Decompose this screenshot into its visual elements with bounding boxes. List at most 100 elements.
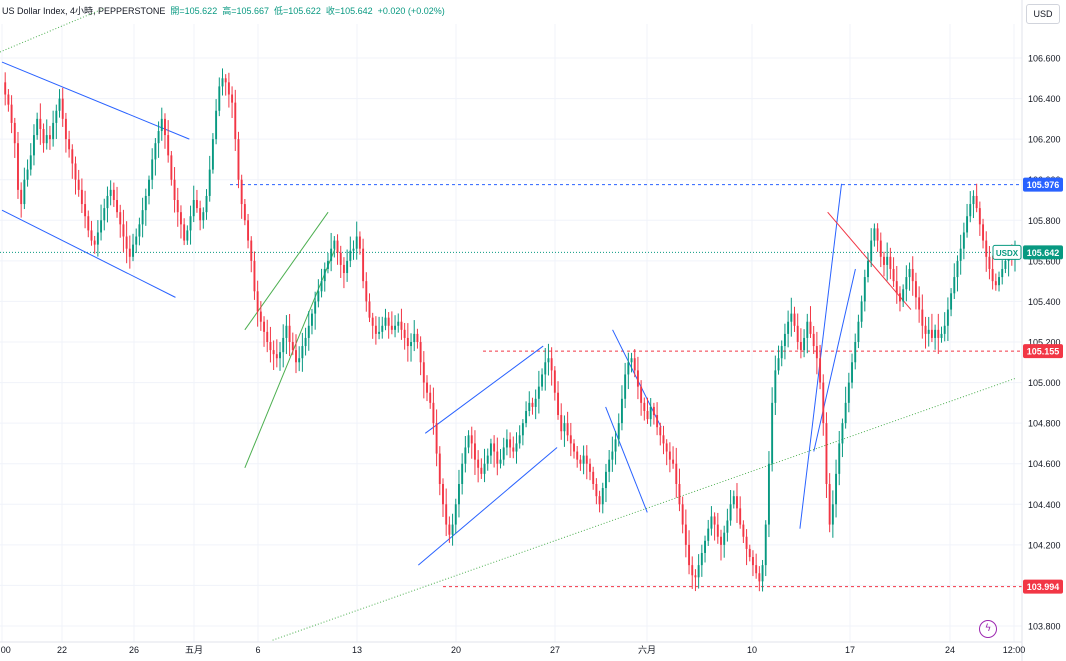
candle-body	[151, 159, 154, 180]
candle-body	[247, 220, 250, 241]
candle-body	[930, 329, 933, 338]
candle-body	[157, 131, 160, 144]
lightning-icon[interactable]: ϟ	[979, 620, 997, 638]
candle-body	[601, 488, 604, 505]
candle-body	[985, 240, 988, 257]
candle-body	[822, 382, 825, 424]
candle-body	[45, 135, 48, 144]
symbol-header: US Dollar Index, 4小時, PEPPERSTONE 開=105.…	[2, 4, 445, 18]
price-axis[interactable]: 106.600106.400106.200106.000105.800105.6…	[1021, 0, 1061, 661]
candle-body	[707, 528, 710, 541]
candle-body	[991, 268, 994, 282]
x-tick-label: 10	[747, 645, 757, 655]
candle-body	[100, 220, 103, 233]
candle-body	[547, 358, 550, 363]
trendline-flag-lower	[417, 447, 558, 566]
trendline-spike-lower	[813, 268, 856, 452]
candle-body	[128, 248, 131, 257]
currency-button[interactable]: USD	[1026, 4, 1060, 24]
x-tick-label: 12:00	[1003, 645, 1026, 655]
candle-body	[176, 200, 179, 213]
candle-body	[838, 443, 841, 474]
candle-body	[112, 189, 115, 200]
time-axis[interactable]: 1:00 22 26 五月 6 13 20 27 六月 10 17 24 12:00	[0, 641, 1026, 655]
candle-body	[553, 370, 556, 393]
candle-body	[36, 118, 39, 136]
candle-body	[272, 350, 275, 355]
candle-body	[362, 248, 365, 282]
candle-body	[116, 200, 118, 213]
candle-body	[879, 240, 882, 257]
candle-body	[422, 362, 425, 383]
candle-body	[806, 321, 809, 338]
candle-body	[844, 402, 847, 424]
y-tick-label: 105.200	[1028, 338, 1061, 348]
candle-body	[796, 325, 799, 342]
candle-body	[652, 406, 655, 416]
price-label-box	[1023, 245, 1063, 260]
candle-body	[84, 204, 87, 217]
candle-body	[263, 321, 265, 332]
x-tick-label: 22	[57, 645, 67, 655]
symbol-tag-box	[992, 244, 1022, 260]
candle-body	[371, 317, 374, 326]
candle-body	[400, 321, 403, 330]
candle-body	[847, 382, 850, 403]
candle-body	[464, 447, 467, 464]
y-tick-label: 106.600	[1028, 54, 1061, 64]
candle-body	[215, 110, 218, 140]
trendline-channel-lower	[1, 209, 176, 298]
candle-body	[889, 256, 892, 269]
candle-body	[962, 232, 965, 249]
candle-body	[416, 333, 419, 342]
candle-body	[742, 524, 745, 537]
candle-body	[266, 331, 269, 342]
candle-body	[358, 236, 361, 249]
candle-body	[90, 230, 93, 241]
candle-body	[787, 321, 790, 334]
candle-body	[301, 346, 304, 359]
grid	[0, 24, 1022, 642]
candle-body	[950, 293, 953, 310]
candle-body	[295, 350, 297, 363]
candle-body	[317, 291, 320, 302]
close-value: 收=105.642	[325, 6, 373, 16]
candle-body	[454, 504, 457, 525]
candle-body	[815, 346, 818, 359]
candle-body	[505, 439, 508, 448]
candle-body	[29, 155, 32, 170]
candle-body	[620, 398, 623, 424]
candle-body	[202, 212, 205, 221]
candle-body	[384, 317, 387, 326]
candle-body	[499, 459, 502, 464]
candle-body	[710, 516, 713, 529]
candle-body	[394, 325, 397, 330]
candle-body	[630, 358, 633, 363]
candle-body	[720, 536, 722, 545]
candle-body	[870, 240, 873, 261]
price-label-text: 105.642	[1027, 248, 1060, 258]
candle-body	[410, 342, 412, 347]
candle-body	[662, 435, 665, 444]
candle-body	[966, 216, 969, 233]
candle-body	[681, 504, 684, 525]
candle-body	[748, 548, 751, 558]
candle-body	[688, 544, 691, 566]
candle-body	[649, 406, 652, 420]
candle-body	[489, 443, 492, 456]
candle-body	[132, 244, 134, 257]
candle-body	[448, 524, 451, 535]
candle-body	[675, 463, 678, 484]
candle-body	[192, 200, 195, 217]
candle-body	[767, 463, 770, 525]
candle-body	[969, 204, 972, 217]
candle-body	[467, 435, 470, 448]
candle-body	[576, 451, 579, 460]
candle-body	[643, 402, 646, 411]
y-tick-label: 105.600	[1028, 256, 1061, 266]
candle-body	[109, 189, 112, 196]
candle-body	[77, 179, 80, 190]
trendline-drop-lower	[605, 406, 648, 513]
candle-body	[237, 139, 240, 180]
